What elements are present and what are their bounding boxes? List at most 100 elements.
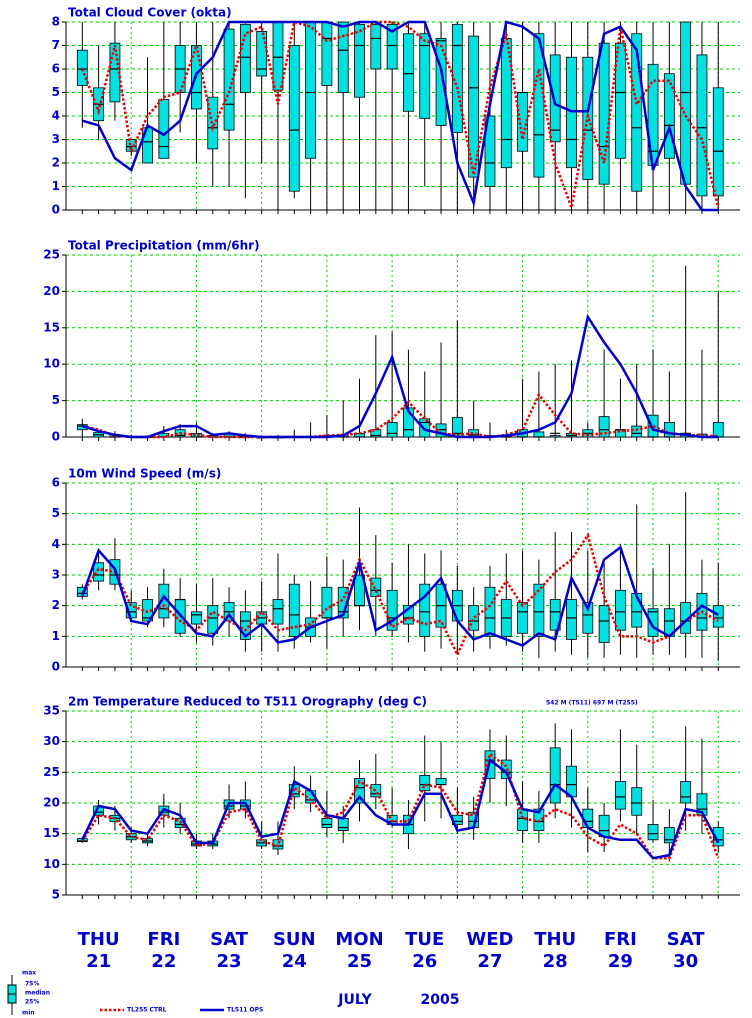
day-date: 28	[543, 951, 568, 972]
y-tick-label: 5	[52, 85, 60, 99]
y-tick-label: 5	[52, 393, 60, 407]
y-tick-label: 5	[52, 506, 60, 520]
box	[468, 35, 480, 178]
panel-title: 2m Temperature Reduced to T511 Orography…	[68, 695, 427, 709]
box	[370, 577, 382, 597]
day-name: SAT	[667, 929, 705, 950]
panel-title: Total Cloud Cover (okta)	[68, 6, 232, 20]
day-name: TUE	[405, 929, 444, 950]
y-tick-label: 6	[52, 62, 60, 76]
box	[631, 33, 643, 192]
box	[663, 73, 675, 159]
box	[386, 422, 398, 438]
box	[484, 586, 496, 637]
y-tick-label: 4	[52, 109, 60, 123]
y-tick-label: 0	[52, 430, 60, 444]
box	[207, 605, 219, 634]
box	[615, 42, 626, 159]
box	[598, 416, 610, 438]
box	[451, 23, 463, 133]
box	[76, 49, 88, 86]
month: JULY	[337, 992, 372, 1008]
box	[288, 583, 300, 637]
day-date: 26	[412, 951, 437, 972]
legend-box-label: max	[22, 970, 36, 977]
box	[582, 602, 594, 634]
series-line	[81, 313, 719, 439]
box	[435, 778, 447, 786]
box	[386, 589, 398, 631]
box	[598, 605, 610, 643]
box	[158, 99, 170, 159]
panel-note: 542 M (T511) 697 M (T255)	[546, 700, 638, 707]
box	[647, 824, 659, 841]
box	[647, 608, 659, 637]
legend-label: TL255 CTRL	[127, 1007, 167, 1014]
box	[337, 21, 349, 93]
box	[305, 21, 316, 159]
box	[419, 775, 431, 792]
y-tick-label: 0	[52, 203, 60, 217]
box	[712, 605, 724, 628]
y-tick-label: 1	[52, 179, 60, 193]
day-date: 23	[217, 951, 242, 972]
box	[712, 422, 724, 438]
day-name: FRI	[147, 929, 180, 950]
box	[549, 435, 561, 438]
y-tick-label: 10	[43, 357, 60, 371]
box	[403, 33, 414, 112]
box	[517, 92, 528, 152]
y-tick-label: 6	[52, 476, 60, 490]
box	[582, 56, 594, 180]
y-tick-label: 3	[52, 132, 60, 146]
box	[680, 781, 692, 804]
year: 2005	[421, 992, 460, 1008]
box	[239, 611, 251, 640]
box	[615, 589, 626, 631]
box	[663, 827, 675, 844]
day-date: 27	[477, 951, 502, 972]
box	[419, 583, 431, 637]
y-tick-label: 1	[52, 629, 60, 643]
box	[549, 599, 561, 631]
box	[712, 87, 724, 197]
day-date: 22	[151, 951, 176, 972]
series-line	[81, 757, 720, 860]
y-tick-label: 15	[43, 320, 60, 334]
box	[696, 54, 708, 197]
box	[370, 429, 382, 438]
box	[549, 747, 561, 804]
day-date: 24	[282, 951, 307, 972]
box	[370, 23, 382, 70]
box	[337, 817, 349, 831]
box	[615, 781, 626, 810]
box	[256, 30, 268, 77]
box	[696, 793, 708, 816]
y-tick-label: 8	[52, 15, 60, 29]
box	[288, 45, 300, 192]
day-date: 30	[673, 951, 698, 972]
panel-title: 10m Wind Speed (m/s)	[68, 467, 221, 481]
box	[533, 431, 545, 438]
day-name: SUN	[273, 929, 316, 950]
box	[223, 28, 235, 131]
panel-title: Total Precipitation (mm/6hr)	[68, 239, 260, 253]
box	[419, 33, 431, 119]
box	[533, 583, 545, 637]
box	[468, 605, 480, 631]
day-name: THU	[534, 929, 576, 950]
y-tick-label: 25	[43, 248, 60, 262]
day-name: WED	[466, 929, 513, 950]
box	[239, 23, 251, 93]
legend-box-label: 75%	[25, 981, 39, 988]
series-line	[81, 545, 719, 647]
y-tick-label: 30	[43, 734, 60, 748]
box	[566, 599, 577, 640]
box	[403, 605, 414, 625]
legend-label: TL511 OPS	[227, 1007, 263, 1014]
y-tick-label: 7	[52, 38, 60, 52]
day-name: MON	[335, 929, 383, 950]
legend-box-label: 25%	[25, 999, 39, 1006]
